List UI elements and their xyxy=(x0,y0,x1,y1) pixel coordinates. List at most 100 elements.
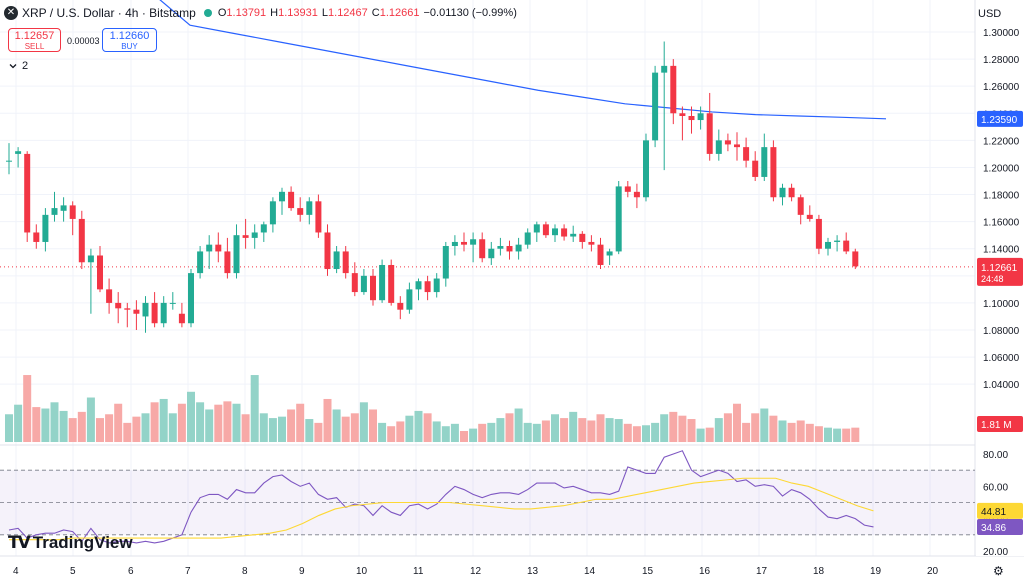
candle-body xyxy=(360,275,367,293)
volume-bar xyxy=(5,414,13,442)
candle-body xyxy=(806,214,813,219)
ma-line xyxy=(159,0,887,120)
volume-bar xyxy=(441,426,450,442)
volume-bar xyxy=(123,422,132,442)
candle-body xyxy=(643,140,649,198)
volume-bar xyxy=(814,426,823,442)
candle-body xyxy=(106,289,113,303)
price-tick-label: 1.16000 xyxy=(983,218,1020,229)
volume-bar xyxy=(223,401,232,442)
candle-body xyxy=(206,244,213,252)
volume-bar xyxy=(450,423,459,442)
time-tick-label: 6 xyxy=(128,566,134,577)
candle-body xyxy=(151,302,158,324)
volume-bar xyxy=(68,418,77,442)
candle-body xyxy=(242,235,249,238)
candle-body xyxy=(706,113,713,154)
volume-bar xyxy=(824,427,832,442)
volume-bar xyxy=(805,423,814,442)
volume-bar xyxy=(214,404,223,442)
candle-body xyxy=(260,224,267,233)
price-tick-label: 1.06000 xyxy=(983,353,1020,364)
time-tick-label: 14 xyxy=(584,566,596,577)
time-tick-label: 11 xyxy=(413,566,424,577)
volume-bar xyxy=(478,423,487,442)
price-tick-label: 1.18000 xyxy=(983,191,1020,202)
time-tick-label: 9 xyxy=(299,566,305,577)
candle-body xyxy=(470,239,477,245)
candle-body xyxy=(461,241,467,245)
volume-bar xyxy=(205,409,214,442)
candle-body xyxy=(33,232,40,242)
rsi-tick-label: 60.00 xyxy=(983,482,1008,493)
candle-body xyxy=(734,144,740,148)
candle-body xyxy=(688,115,695,121)
candle-body xyxy=(479,239,486,259)
ohlc-high: H1.13931 xyxy=(270,7,318,19)
rsi-tick-label: 20.00 xyxy=(983,547,1008,558)
grid-lines xyxy=(0,0,1024,557)
candle-body xyxy=(6,160,12,162)
tradingview-logo-icon: TV xyxy=(8,533,31,553)
volume-bar xyxy=(842,428,851,442)
candle-body xyxy=(388,264,395,303)
candle-body xyxy=(142,302,149,317)
last-price-label-bg xyxy=(977,257,1023,286)
rsi-value-label-bg xyxy=(977,518,1023,535)
volume-bar xyxy=(523,422,532,442)
candle-body xyxy=(788,187,795,198)
volume-bar xyxy=(569,411,578,442)
candle-body xyxy=(406,289,413,310)
candle-body xyxy=(743,147,750,161)
candle-body xyxy=(633,191,640,198)
candle-body xyxy=(606,251,613,256)
time-tick-label: 15 xyxy=(642,566,654,577)
buy-button[interactable]: 1.12660 BUY xyxy=(102,28,157,52)
candle-body xyxy=(87,255,94,263)
time-axis[interactable]: 4 5 6 7 8 9 10 11 12 13 14 15 16 17 18 19 20 xyxy=(13,566,939,577)
volume-bar xyxy=(405,415,414,442)
time-tick-label: 10 xyxy=(356,566,368,577)
sell-button[interactable]: 1.12657 SELL xyxy=(8,28,61,52)
volume-bar xyxy=(114,403,123,442)
price-axis[interactable]: 1.300001.280001.260001.240001.220001.200… xyxy=(976,0,1024,558)
indicators-toggle[interactable]: 2 xyxy=(8,60,28,72)
time-tick-label: 20 xyxy=(927,566,939,577)
volume-bar xyxy=(833,428,842,442)
candle-body xyxy=(215,244,222,252)
candle-body xyxy=(834,240,841,242)
candle-body xyxy=(843,240,850,252)
candle-body xyxy=(570,233,577,237)
price-tick-label: 1.14000 xyxy=(983,245,1020,256)
volume-bar xyxy=(778,420,787,442)
currency-selector[interactable]: USD xyxy=(978,8,1002,20)
candle-body xyxy=(661,65,668,73)
candle-body xyxy=(506,246,513,252)
volume-bar xyxy=(32,407,41,442)
last-price-label: 1.12661 xyxy=(981,263,1018,274)
volume-bar xyxy=(487,422,496,442)
time-tick-label: 19 xyxy=(870,566,882,577)
volume-bar xyxy=(387,426,396,442)
candle-body xyxy=(451,241,458,247)
volume-bar xyxy=(86,397,95,442)
candle-body xyxy=(269,201,276,225)
candle-body xyxy=(533,224,540,233)
volume-bar xyxy=(787,422,796,442)
volume-bar xyxy=(696,428,705,442)
tradingview-logo[interactable]: TV TradingView xyxy=(8,533,133,553)
volume-bar xyxy=(196,402,205,442)
volume-bar xyxy=(259,413,268,442)
gear-icon[interactable]: ⚙ xyxy=(993,564,1004,578)
volume-bar xyxy=(496,418,505,442)
symbol-title[interactable]: XRP / U.S. Dollar · 4h · Bitstamp xyxy=(22,6,196,20)
volume-bar xyxy=(150,402,159,442)
volume-bar xyxy=(723,413,732,442)
candle-body xyxy=(524,232,531,245)
volume-bar xyxy=(287,409,296,442)
candle-body xyxy=(160,302,167,324)
candle-body xyxy=(488,248,495,259)
candle-body xyxy=(815,218,822,249)
volume-bar xyxy=(742,422,751,442)
